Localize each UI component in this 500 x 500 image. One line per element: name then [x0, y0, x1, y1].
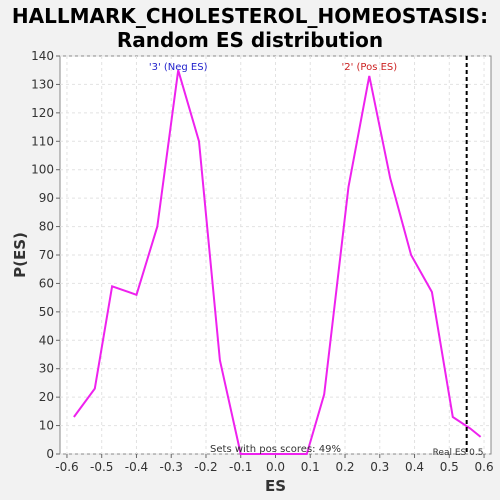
y-tick-label: 140	[31, 49, 54, 63]
pos-es-label: '2' (Pos ES)	[341, 62, 397, 73]
y-tick-label: 90	[39, 191, 54, 205]
x-tick-label: 0.1	[301, 460, 320, 474]
x-tick-label: -0.6	[55, 460, 78, 474]
x-axis-label: ES	[265, 477, 286, 495]
y-tick-label: 130	[31, 77, 54, 91]
x-tick-label: -0.5	[90, 460, 113, 474]
y-tick-label: 70	[39, 248, 54, 262]
y-axis-label: P(ES)	[11, 232, 29, 278]
neg-es-label: '3' (Neg ES)	[149, 62, 208, 73]
y-tick-label: 80	[39, 220, 54, 234]
y-tick-label: 10	[39, 419, 54, 433]
y-tick-label: 20	[39, 390, 54, 404]
y-tick-label: 0	[46, 447, 54, 461]
y-tick-label: 120	[31, 106, 54, 120]
x-tick-label: 0.6	[475, 460, 494, 474]
y-tick-label: 50	[39, 305, 54, 319]
pos-scores-label: Sets with pos scores: 49%	[210, 444, 341, 455]
y-tick-label: 30	[39, 362, 54, 376]
real-es-label: Real ES 0.5	[433, 448, 484, 458]
chart-title-line2: Random ES distribution	[116, 28, 384, 52]
y-tick-label: 40	[39, 333, 54, 347]
x-tick-label: 0.4	[405, 460, 424, 474]
x-tick-label: -0.1	[229, 460, 252, 474]
chart-title-line1: HALLMARK_CHOLESTEROL_HOMEOSTASIS:	[11, 4, 489, 28]
y-tick-label: 60	[39, 276, 54, 290]
x-tick-label: -0.2	[194, 460, 217, 474]
x-tick-label: 0.3	[370, 460, 389, 474]
axis-ticks: -0.6 -0.5 -0.4 -0.3 -0.2 -0.1 0.0 0.1 0.2 0.3 0.4 0…	[31, 49, 494, 474]
y-tick-label: 110	[31, 134, 54, 148]
x-tick-label: 0.0	[266, 460, 285, 474]
x-tick-label: -0.4	[125, 460, 148, 474]
x-tick-label: 0.5	[440, 460, 459, 474]
series-line	[73, 69, 482, 455]
y-tick-label: 100	[31, 163, 54, 177]
x-tick-label: 0.2	[335, 460, 354, 474]
x-tick-label: -0.3	[160, 460, 183, 474]
